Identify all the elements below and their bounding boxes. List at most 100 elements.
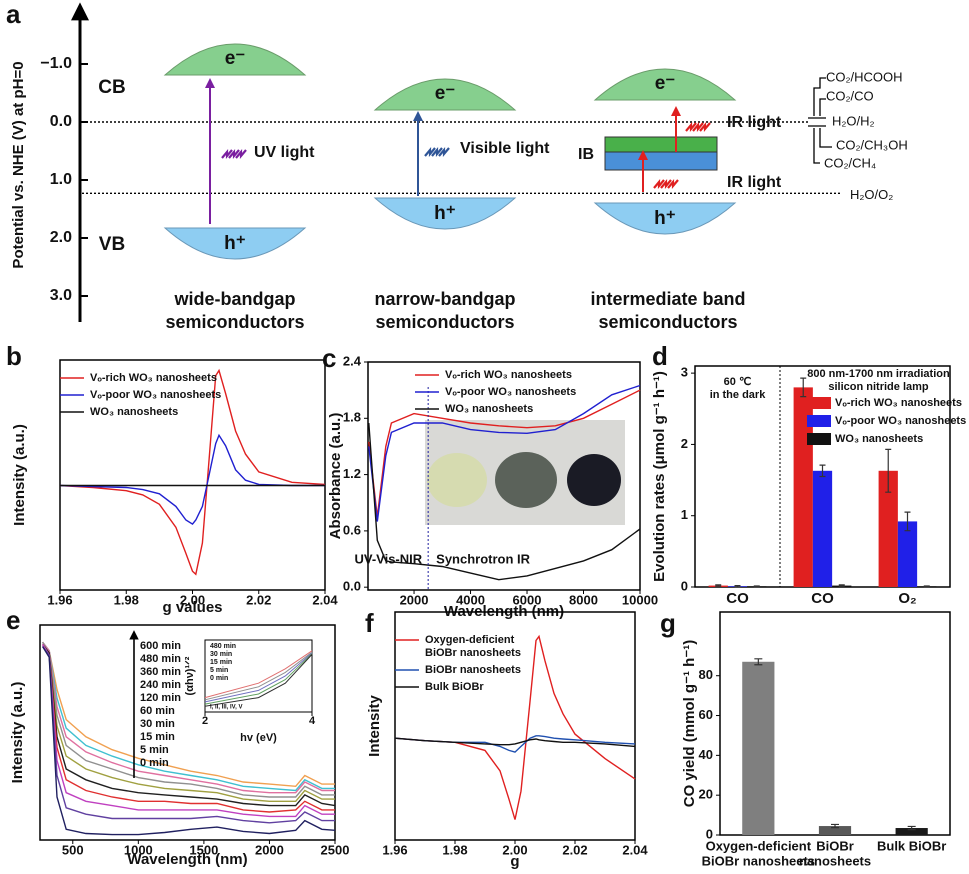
x-tick-label: 2	[202, 715, 208, 727]
light-label: IR light	[727, 114, 782, 131]
line-series	[42, 644, 335, 818]
light-label: IR light	[727, 174, 782, 191]
x-axis-title: g	[510, 853, 519, 870]
legend-swatch	[807, 433, 831, 445]
legend-label: 0 min	[140, 757, 169, 769]
annotation: UV-Vis-NIR	[354, 551, 422, 566]
bar	[812, 470, 833, 587]
caption: semiconductors	[165, 312, 304, 332]
panel-label: b	[6, 341, 22, 371]
y-tick-label: 1.8	[343, 410, 361, 425]
line-series	[394, 634, 636, 820]
legend-label: 120 min	[140, 692, 181, 704]
x-tick-label: 2000	[255, 842, 284, 857]
line-series	[204, 652, 313, 703]
legend-swatch	[807, 397, 831, 409]
couple-label: CO₂/CH₄	[824, 155, 876, 170]
line-series	[42, 641, 335, 792]
couple-label: CO₂/HCOOH	[826, 69, 903, 84]
x-tick-label: Oxygen-deficient	[706, 838, 812, 853]
legend-label: Vₒ-rich WO₃ nanosheets	[445, 369, 572, 381]
error-bar	[838, 584, 845, 587]
legend-label: 480 min	[210, 643, 236, 650]
legend-label: Vₒ-poor WO₃ nanosheets	[90, 389, 221, 401]
y-tick-label: 3	[681, 365, 688, 380]
line-series	[42, 643, 336, 807]
x-tick-label: 2.04	[312, 592, 338, 607]
panel-label: a	[6, 0, 21, 29]
bar	[818, 826, 852, 835]
y-axis-title: Intensity (a.u.)	[11, 424, 28, 526]
legend-label: 30 min	[210, 651, 232, 658]
line-series	[394, 737, 636, 748]
y-tick-label: 0	[681, 578, 688, 593]
x-axis-title: hv (eV)	[240, 732, 277, 744]
line-series	[42, 641, 335, 788]
bar	[897, 521, 918, 587]
couple-label: CO₂/CO	[826, 88, 874, 103]
tick-label: −1.0	[40, 55, 72, 72]
light-icon	[660, 178, 672, 190]
line-series	[368, 422, 641, 581]
caption: narrow-bandgap	[374, 289, 515, 309]
panel-label: d	[652, 341, 668, 371]
legend-label: WO₃ nanosheets	[90, 406, 178, 418]
legend-title: silicon nitride lamp	[828, 381, 929, 393]
x-tick-label: 6000	[513, 592, 542, 607]
light-icon	[221, 148, 233, 160]
intermediate-band	[604, 136, 718, 153]
x-tick-label: O₂	[898, 590, 916, 607]
y-axis-title: Absorbance (a.u.)	[327, 413, 344, 540]
light-icon	[653, 178, 665, 190]
legend-label: BiOBr nanosheets	[425, 664, 521, 676]
legend-label: Vₒ-poor WO₃ nanosheets	[445, 386, 576, 398]
cb-label: CB	[98, 77, 125, 98]
x-tick-label: 10000	[622, 592, 658, 607]
error-bar	[819, 464, 826, 478]
annotation: 60 ℃	[724, 376, 752, 388]
line-series	[368, 384, 641, 522]
x-tick-label: 4000	[456, 592, 485, 607]
error-bar	[904, 511, 911, 532]
y-tick-label: 80	[699, 667, 713, 682]
photo-inset	[425, 420, 625, 525]
tick-label: 0.0	[50, 113, 72, 130]
legend-label: Vₒ-rich WO₃ nanosheets	[835, 397, 962, 409]
legend-label: 15 min	[210, 659, 232, 666]
legend-label: Bulk BiOBr	[425, 681, 484, 693]
line-series	[368, 389, 641, 517]
bar	[742, 661, 775, 835]
light-icon	[667, 178, 679, 190]
line-series	[42, 641, 335, 798]
legend-label: Vₒ-rich WO₃ nanosheets	[90, 372, 217, 384]
electron: e⁻	[225, 48, 246, 69]
x-tick-label: 1.96	[382, 842, 407, 857]
plot-frame	[39, 624, 336, 841]
y-axis-title: Intensity (a.u.)	[9, 682, 26, 784]
x-tick-label: CO	[726, 590, 749, 607]
legend-label: WO₃ nanosheets	[835, 433, 923, 445]
vb-label: VB	[99, 234, 125, 255]
x-tick-label: nanosheets	[799, 853, 871, 868]
line-series	[59, 433, 325, 526]
error-bar	[831, 823, 839, 829]
caption: semiconductors	[375, 312, 514, 332]
line-series	[394, 735, 636, 753]
error-bar	[734, 584, 741, 588]
error-bar	[907, 825, 916, 831]
x-tick-label: 2.00	[180, 592, 205, 607]
x-tick-label: Bulk BiOBr	[877, 838, 946, 853]
error-bar	[753, 585, 760, 588]
caption: intermediate band	[590, 289, 745, 309]
x-tick-label: 2.02	[246, 592, 271, 607]
panel-label: e	[6, 605, 20, 635]
line-series	[204, 653, 313, 705]
light-icon	[692, 121, 704, 133]
conduction-band	[163, 43, 307, 76]
y-axis-title: Intensity	[366, 695, 383, 757]
y-tick-label: 1	[681, 507, 688, 522]
legend-label: 60 min	[140, 705, 175, 717]
y-axis-title: (αhν)¹ᐟ²	[184, 656, 196, 695]
tick-label: 1.0	[50, 171, 72, 188]
